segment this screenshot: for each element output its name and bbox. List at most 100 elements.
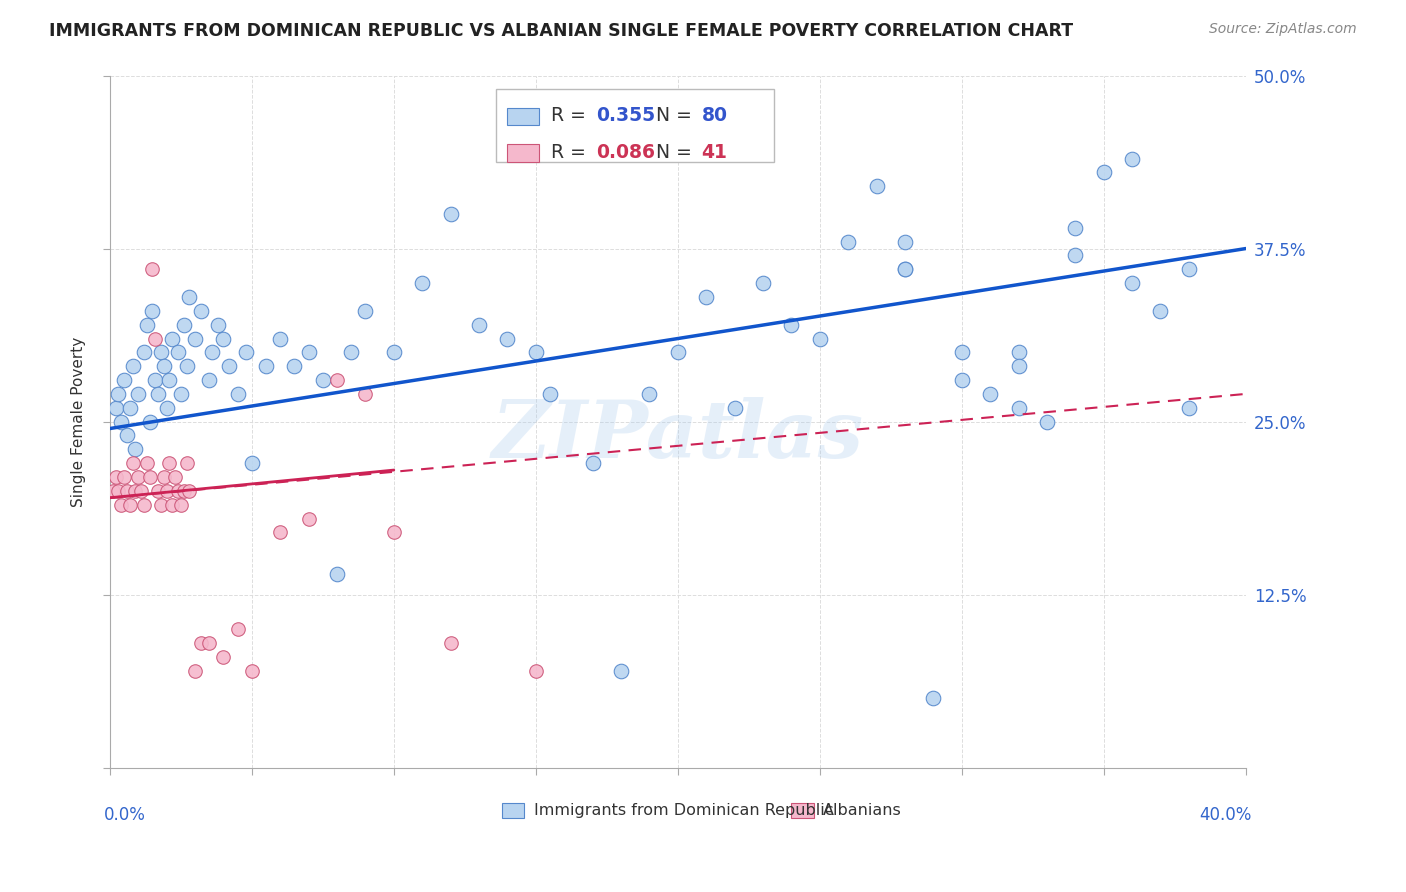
Point <box>153 470 176 484</box>
Point <box>173 483 195 498</box>
Point <box>124 442 146 457</box>
Point <box>1064 220 1087 235</box>
Point <box>695 290 717 304</box>
Text: 0.0%: 0.0% <box>104 805 146 824</box>
Text: 41: 41 <box>702 143 727 161</box>
Text: IMMIGRANTS FROM DOMINICAN REPUBLIC VS ALBANIAN SINGLE FEMALE POVERTY CORRELATION: IMMIGRANTS FROM DOMINICAN REPUBLIC VS AL… <box>49 22 1073 40</box>
Point <box>190 304 212 318</box>
Text: R =: R = <box>551 143 592 161</box>
Point <box>240 664 263 678</box>
Point <box>156 401 179 415</box>
Point <box>201 345 224 359</box>
Point <box>107 483 129 498</box>
Text: Source: ZipAtlas.com: Source: ZipAtlas.com <box>1209 22 1357 37</box>
Point <box>581 456 603 470</box>
Point <box>179 483 201 498</box>
Point <box>382 345 405 359</box>
Point <box>439 207 461 221</box>
Point <box>132 498 155 512</box>
Point <box>1092 165 1115 179</box>
Bar <box>496 89 775 162</box>
Point <box>298 511 321 525</box>
Text: 0.086: 0.086 <box>596 143 655 161</box>
Point <box>110 498 132 512</box>
Point <box>184 332 207 346</box>
Point <box>141 304 163 318</box>
Point <box>922 691 945 706</box>
Point <box>1178 262 1201 277</box>
Point <box>146 387 169 401</box>
Point <box>894 262 917 277</box>
Point <box>666 345 689 359</box>
Y-axis label: Single Female Poverty: Single Female Poverty <box>72 336 86 507</box>
Point <box>894 235 917 249</box>
Text: ZIPatlas: ZIPatlas <box>492 397 863 475</box>
Point <box>167 345 190 359</box>
Text: 40.0%: 40.0% <box>1199 805 1251 824</box>
Point <box>1007 401 1029 415</box>
Point <box>226 387 249 401</box>
Point <box>808 332 831 346</box>
Point <box>165 470 187 484</box>
Point <box>124 483 146 498</box>
Point <box>468 318 491 332</box>
Point <box>170 498 193 512</box>
Point <box>1121 152 1143 166</box>
Point <box>269 525 291 540</box>
Point <box>212 332 235 346</box>
Point <box>411 276 433 290</box>
Bar <box>502 803 524 818</box>
Point <box>107 387 129 401</box>
Point <box>115 483 138 498</box>
Bar <box>508 145 538 161</box>
Point <box>149 498 172 512</box>
Bar <box>508 108 538 125</box>
Point <box>1149 304 1171 318</box>
Point <box>101 483 124 498</box>
Point <box>149 345 172 359</box>
Point <box>496 332 519 346</box>
Point <box>312 373 335 387</box>
Text: N =: N = <box>657 143 692 161</box>
Point <box>176 359 198 374</box>
Point <box>354 387 377 401</box>
Point <box>146 483 169 498</box>
Point <box>1064 248 1087 262</box>
Text: 0.355: 0.355 <box>596 106 655 125</box>
Point <box>439 636 461 650</box>
Point <box>226 622 249 636</box>
Point <box>326 566 349 581</box>
Text: N =: N = <box>657 106 692 125</box>
Point <box>143 373 166 387</box>
Point <box>524 345 547 359</box>
Point <box>865 179 887 194</box>
Point <box>326 373 349 387</box>
Point <box>382 525 405 540</box>
Point <box>298 345 321 359</box>
Point <box>138 470 160 484</box>
Point <box>118 498 141 512</box>
Point <box>115 428 138 442</box>
Point <box>254 359 277 374</box>
Text: Immigrants from Dominican Republic: Immigrants from Dominican Republic <box>533 803 832 818</box>
Point <box>950 345 973 359</box>
Point <box>950 373 973 387</box>
Point <box>752 276 775 290</box>
Point <box>118 401 141 415</box>
Bar <box>792 803 814 818</box>
Point <box>1178 401 1201 415</box>
Point <box>162 498 184 512</box>
Point <box>212 649 235 664</box>
Point <box>1121 276 1143 290</box>
Point <box>121 456 143 470</box>
Point <box>110 415 132 429</box>
Point <box>1007 359 1029 374</box>
Point <box>198 636 221 650</box>
Point <box>240 456 263 470</box>
Point <box>837 235 859 249</box>
Point <box>173 318 195 332</box>
Text: Albanians: Albanians <box>823 803 901 818</box>
Point <box>179 290 201 304</box>
Point <box>135 456 157 470</box>
Point <box>127 387 149 401</box>
